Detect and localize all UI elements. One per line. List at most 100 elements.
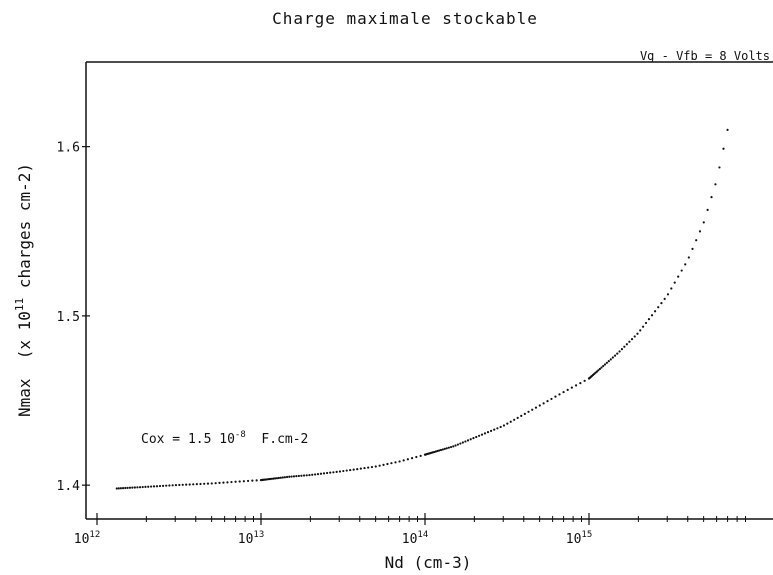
data-point [370,465,374,469]
data-point [319,472,323,475]
data-point [305,474,308,477]
data-point [242,480,245,483]
data-point [438,449,441,452]
data-point [680,269,683,272]
data-point [469,438,472,441]
data-point [502,424,506,427]
data-point [402,459,405,462]
data-point [538,404,541,407]
data-point [666,293,670,296]
data-point [647,318,651,321]
data-point [613,354,617,357]
data-point [603,363,607,366]
cox-annotation-exponent: -8 [235,430,246,440]
data-point [302,474,306,477]
data-point [663,297,666,300]
y-ticks: 1.4 1.5 1.6 [57,141,90,494]
data-point [660,301,663,305]
data-point [531,408,534,411]
data-point [441,448,444,451]
data-point [534,406,538,409]
data-point [274,477,277,480]
data-point [359,467,362,470]
data-point [439,448,443,452]
data-point [367,466,370,469]
data-point [374,465,377,468]
data-point [203,482,206,485]
data-point [206,482,210,485]
data-point [600,366,603,369]
data-point [554,395,557,398]
data-point [644,321,648,325]
data-point [410,457,414,460]
data-point [570,386,573,389]
data-point [630,338,634,341]
data-point [124,486,127,490]
data-point [636,332,639,335]
data-point [230,480,233,484]
data-point [436,449,439,453]
data-point [128,486,132,489]
data-point [199,482,202,486]
x-tick-label: 1015 [566,530,593,547]
data-point [419,454,422,457]
data-point [295,475,298,478]
data-point [722,147,725,150]
data-point [684,263,687,266]
data-point [574,384,578,387]
y-tick-label: 1.6 [57,141,80,156]
data-point [415,455,418,459]
data-point [311,473,314,476]
data-point [147,485,150,488]
x-tick-label-exponent: 15 [581,530,592,540]
data-point [449,445,453,449]
data-point [152,485,156,488]
data-point [602,364,605,368]
data-point [119,487,122,490]
data-point [489,429,493,432]
data-point [210,482,213,485]
data-point [496,427,499,430]
data-point [168,484,171,487]
data-point [695,239,698,242]
data-point [566,388,569,391]
data-point [597,369,600,372]
data-point [454,444,457,447]
data-point [275,477,279,480]
data-point [445,447,448,450]
data-point [281,476,284,479]
data-point [192,483,195,486]
data-point [136,486,139,489]
data-point [300,474,303,477]
y-tick-label: 1.4 [57,479,81,494]
data-point [349,468,352,472]
cox-annotation-prefix: Cox = 1.5 10 [141,432,235,447]
data-point [171,484,174,487]
x-tick-label-base: 10 [402,532,418,547]
data-point [188,483,191,486]
data-point [464,440,467,443]
x-tick-label-base: 10 [566,532,582,547]
data-point [329,471,332,474]
y-tick-label: 1.5 [57,310,80,325]
data-point [356,468,359,471]
data-point [226,481,229,484]
data-point [611,356,614,359]
x-tick-label-exponent: 12 [89,530,100,540]
data-point [499,425,502,429]
data-point [150,485,153,488]
data-point [115,487,118,490]
data-point [378,464,381,467]
data-point [520,414,523,417]
data-point [382,463,385,466]
data-point [513,418,516,421]
data-point [285,475,289,479]
data-point [297,474,300,478]
data-point [527,410,530,413]
x-tick-label-base: 10 [238,532,254,547]
data-point [620,348,624,351]
data-point [726,128,729,131]
data-point [234,480,237,483]
data-point [342,469,345,473]
